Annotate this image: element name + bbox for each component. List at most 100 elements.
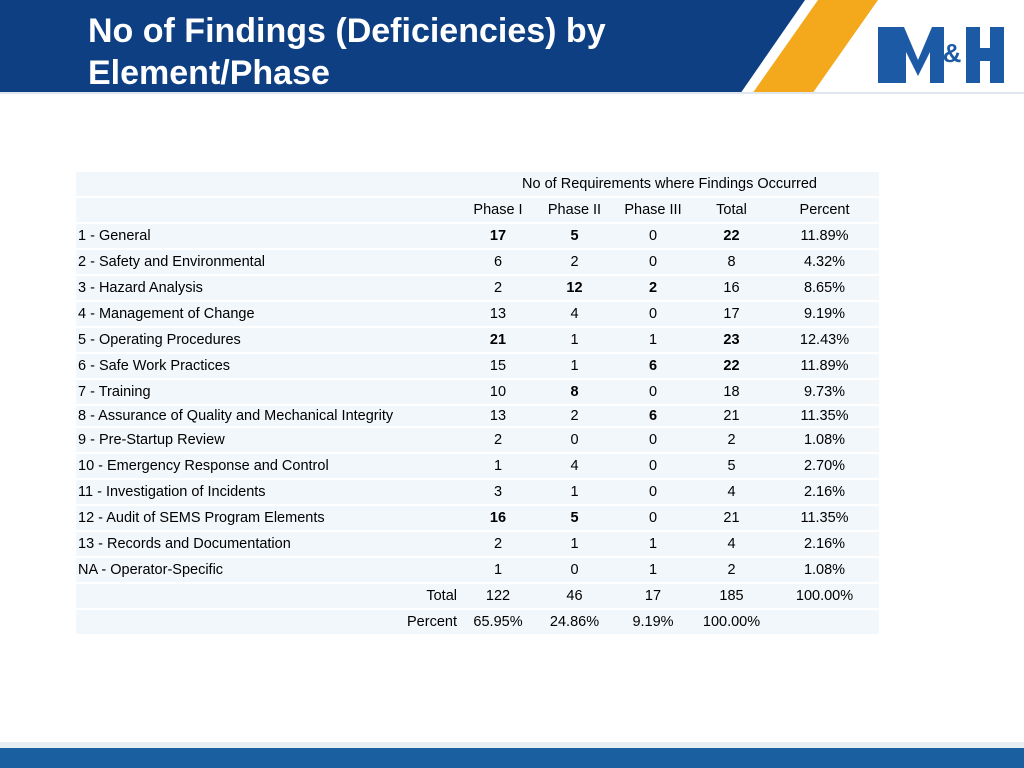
phase3-cell: 0 [613, 224, 693, 250]
column-header: Phase I [460, 198, 536, 224]
percent-cell: 1.08% [770, 428, 880, 454]
percent-cell: 11.89% [770, 224, 880, 250]
total-cell: 2 [693, 558, 770, 584]
total-cell: 16 [693, 276, 770, 302]
percent-row: Percent 65.95% 24.86% 9.19% 100.00% [76, 610, 880, 636]
total-cell: 2 [693, 428, 770, 454]
phase1-percent: 65.95% [460, 610, 536, 636]
percent-cell: 4.32% [770, 250, 880, 276]
table-row: 3 - Hazard Analysis 2 12 2 16 8.65% [76, 276, 880, 302]
column-header: Percent [770, 198, 880, 224]
element-label: 1 - General [76, 224, 460, 250]
phase1-cell: 13 [460, 302, 536, 328]
total-cell: 21 [693, 506, 770, 532]
table-row: 5 - Operating Procedures 21 1 1 23 12.43… [76, 328, 880, 354]
table-row: 8 - Assurance of Quality and Mechanical … [76, 406, 880, 428]
phase3-cell: 0 [613, 250, 693, 276]
phase1-cell: 13 [460, 406, 536, 428]
element-label: 7 - Training [76, 380, 460, 406]
total-row-label: Total [76, 584, 460, 610]
phase2-cell: 0 [536, 558, 613, 584]
column-header-row: Phase I Phase II Phase III Total Percent [76, 198, 880, 224]
total-row: Total 122 46 17 185 100.00% [76, 584, 880, 610]
column-header: Total [693, 198, 770, 224]
phase3-cell: 0 [613, 454, 693, 480]
phase3-cell: 2 [613, 276, 693, 302]
phase2-cell: 2 [536, 406, 613, 428]
phase3-cell: 6 [613, 354, 693, 380]
table-row: 9 - Pre-Startup Review 2 0 0 2 1.08% [76, 428, 880, 454]
group-header: No of Requirements where Findings Occurr… [460, 172, 880, 198]
total-cell: 23 [693, 328, 770, 354]
percent-cell: 11.89% [770, 354, 880, 380]
slide-header: No of Findings (Deficiencies) by Element… [0, 0, 1024, 94]
phase2-cell: 0 [536, 428, 613, 454]
total-cell: 18 [693, 380, 770, 406]
total-cell: 4 [693, 532, 770, 558]
phase3-cell: 0 [613, 428, 693, 454]
logo-ampersand: & [943, 38, 962, 68]
percent-cell: 2.16% [770, 532, 880, 558]
total-cell: 22 [693, 224, 770, 250]
phase3-cell: 1 [613, 532, 693, 558]
total-cell: 4 [693, 480, 770, 506]
phase1-cell: 21 [460, 328, 536, 354]
percent-cell: 8.65% [770, 276, 880, 302]
phase2-cell: 5 [536, 506, 613, 532]
percent-cell: 9.19% [770, 302, 880, 328]
phase2-cell: 5 [536, 224, 613, 250]
phase2-cell: 1 [536, 328, 613, 354]
footer-divider [0, 742, 1024, 748]
findings-table: No of Requirements where Findings Occurr… [76, 172, 880, 636]
table-row: 10 - Emergency Response and Control 1 4 … [76, 454, 880, 480]
element-label: 4 - Management of Change [76, 302, 460, 328]
percent-cell: 12.43% [770, 328, 880, 354]
phase2-percent: 24.86% [536, 610, 613, 636]
phase1-cell: 10 [460, 380, 536, 406]
total-cell: 21 [693, 406, 770, 428]
table-row: NA - Operator-Specific 1 0 1 2 1.08% [76, 558, 880, 584]
empty-cell [76, 198, 460, 224]
phase3-cell: 6 [613, 406, 693, 428]
footer-bar [0, 748, 1024, 768]
table-row: 7 - Training 10 8 0 18 9.73% [76, 380, 880, 406]
percent-cell: 1.08% [770, 558, 880, 584]
total-cell: 22 [693, 354, 770, 380]
element-label: 11 - Investigation of Incidents [76, 480, 460, 506]
table-row: 11 - Investigation of Incidents 3 1 0 4 … [76, 480, 880, 506]
phase3-cell: 0 [613, 302, 693, 328]
phase3-cell: 1 [613, 328, 693, 354]
header-band [0, 0, 1024, 94]
element-label: 9 - Pre-Startup Review [76, 428, 460, 454]
phase3-percent: 9.19% [613, 610, 693, 636]
phase2-cell: 1 [536, 354, 613, 380]
element-label: 8 - Assurance of Quality and Mechanical … [76, 406, 460, 428]
percent-row-label: Percent [76, 610, 460, 636]
percent-cell: 11.35% [770, 406, 880, 428]
phase2-total: 46 [536, 584, 613, 610]
phase2-cell: 12 [536, 276, 613, 302]
total-percent: 100.00% [770, 584, 880, 610]
page-title: No of Findings (Deficiencies) by Element… [88, 12, 606, 92]
phase3-total: 17 [613, 584, 693, 610]
phase1-cell: 15 [460, 354, 536, 380]
phase3-cell: 0 [613, 506, 693, 532]
total-cell: 5 [693, 454, 770, 480]
table-row: 4 - Management of Change 13 4 0 17 9.19% [76, 302, 880, 328]
element-label: 6 - Safe Work Practices [76, 354, 460, 380]
percent-cell: 2.70% [770, 454, 880, 480]
phase1-cell: 3 [460, 480, 536, 506]
phase1-cell: 2 [460, 276, 536, 302]
column-header: Phase II [536, 198, 613, 224]
element-label: 10 - Emergency Response and Control [76, 454, 460, 480]
table-row: 1 - General 17 5 0 22 11.89% [76, 224, 880, 250]
percent-cell: 9.73% [770, 380, 880, 406]
element-label: 2 - Safety and Environmental [76, 250, 460, 276]
percent-cell: 2.16% [770, 480, 880, 506]
table-row: 2 - Safety and Environmental 6 2 0 8 4.3… [76, 250, 880, 276]
phase2-cell: 2 [536, 250, 613, 276]
phase1-cell: 1 [460, 558, 536, 584]
element-label: 3 - Hazard Analysis [76, 276, 460, 302]
element-label: 5 - Operating Procedures [76, 328, 460, 354]
empty-cell [76, 172, 460, 198]
